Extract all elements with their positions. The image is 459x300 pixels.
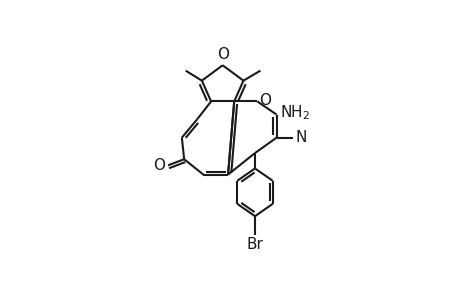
Text: Br: Br xyxy=(246,237,263,252)
Text: NH$_2$: NH$_2$ xyxy=(280,104,310,122)
Text: N: N xyxy=(294,130,306,145)
Text: O: O xyxy=(152,158,164,173)
Text: O: O xyxy=(216,47,228,62)
Text: O: O xyxy=(259,93,271,108)
